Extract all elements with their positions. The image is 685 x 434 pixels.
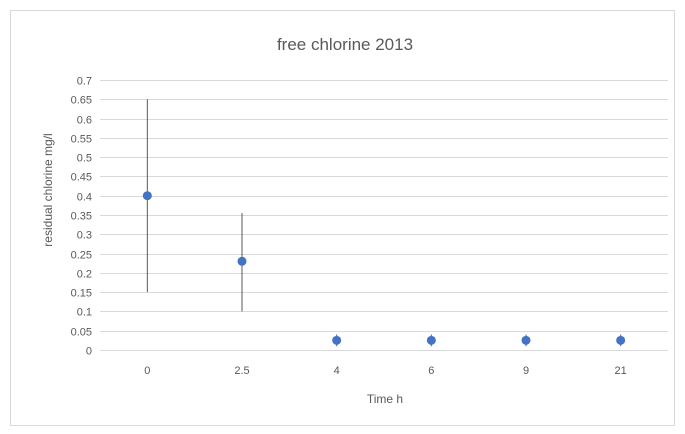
y-tick-label: 0.35 xyxy=(71,211,92,223)
y-tick-label: 0.25 xyxy=(71,250,92,262)
y-tick-label: 0.6 xyxy=(77,115,92,127)
x-tick-label: 4 xyxy=(334,365,340,377)
y-tick-label: 0 xyxy=(86,346,92,358)
data-point xyxy=(521,335,531,345)
y-axis-label: residual chlorine mg/l xyxy=(41,133,55,246)
x-axis-tick-labels: 0 2.5 4 6 9 21 xyxy=(144,365,627,377)
x-tick-label: 9 xyxy=(523,365,529,377)
y-axis-tick-labels: 0 0.05 0.1 0.15 0.2 0.25 0.3 0.35 0.4 0.45 0.5 0.55… xyxy=(71,76,92,358)
data-point xyxy=(142,191,152,201)
y-tick-label: 0.15 xyxy=(71,288,92,300)
y-tick-label: 0.2 xyxy=(77,269,92,281)
chart-border xyxy=(10,10,675,426)
x-tick-label: 2.5 xyxy=(234,365,249,377)
data-point xyxy=(616,335,626,345)
data-points xyxy=(142,191,626,345)
x-tick-label: 6 xyxy=(428,365,434,377)
y-tick-label: 0.5 xyxy=(77,153,92,165)
y-tick-label: 0.65 xyxy=(71,95,92,107)
gridlines xyxy=(100,80,668,351)
y-tick-label: 0.7 xyxy=(77,76,92,88)
y-tick-label: 0.1 xyxy=(77,307,92,319)
x-tick-label: 0 xyxy=(144,365,150,377)
y-tick-label: 0.55 xyxy=(71,134,92,146)
x-axis-label: Time h xyxy=(367,392,403,406)
y-tick-label: 0.4 xyxy=(77,192,92,204)
y-tick-label: 0.3 xyxy=(77,230,92,242)
y-tick-label: 0.05 xyxy=(71,327,92,339)
chart-title: free chlorine 2013 xyxy=(277,35,413,54)
data-point xyxy=(332,335,342,345)
data-point xyxy=(237,256,247,266)
y-tick-label: 0.45 xyxy=(71,172,92,184)
data-point xyxy=(426,335,436,345)
x-tick-label: 21 xyxy=(615,365,627,377)
